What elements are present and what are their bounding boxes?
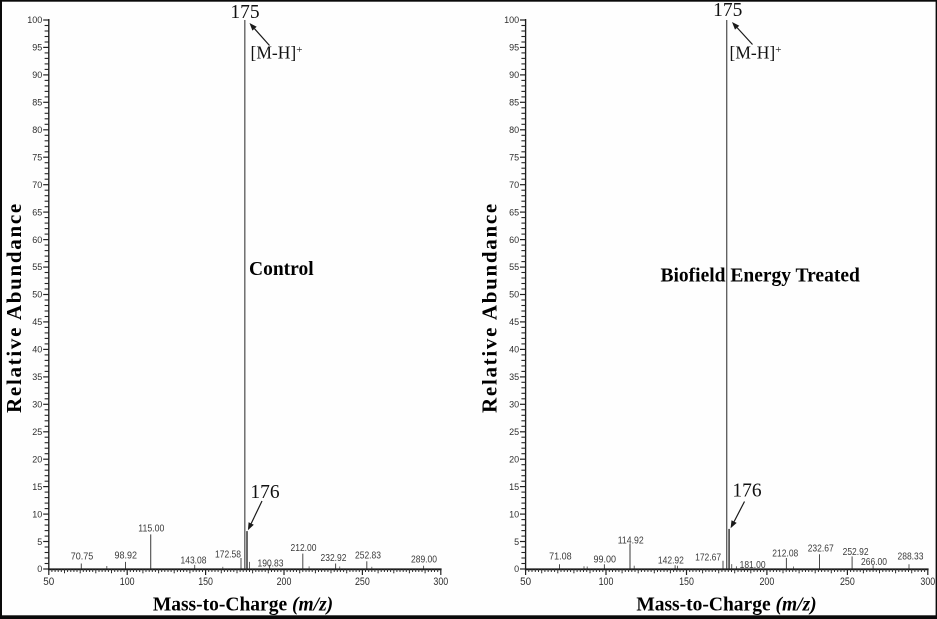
svg-text:143.08: 143.08 [181,556,207,567]
svg-text:15: 15 [509,482,519,492]
svg-text:85: 85 [32,98,42,108]
svg-text:70: 70 [509,180,519,190]
svg-text:0: 0 [37,564,42,574]
svg-text:99.00: 99.00 [594,555,617,566]
svg-text:212.08: 212.08 [772,549,798,560]
svg-text:Relative Abundance: Relative Abundance [2,202,26,413]
svg-text:172.58: 172.58 [215,550,241,561]
svg-text:20: 20 [32,454,42,464]
svg-text:35: 35 [509,372,519,382]
svg-text:65: 65 [509,207,519,217]
svg-text:60: 60 [509,235,519,245]
svg-text:80: 80 [509,125,519,135]
svg-text:252.83: 252.83 [355,551,381,562]
svg-text:80: 80 [32,125,42,135]
svg-text:172.67: 172.67 [695,553,721,564]
svg-text:70: 70 [32,180,42,190]
svg-text:30: 30 [32,400,42,410]
svg-text:50: 50 [43,576,54,588]
svg-text:115.00: 115.00 [138,524,164,535]
svg-text:71.08: 71.08 [549,552,572,563]
svg-text:212.00: 212.00 [291,543,317,554]
svg-text:266.00: 266.00 [861,557,887,568]
svg-text:232.67: 232.67 [808,544,834,555]
svg-text:98.92: 98.92 [115,551,138,562]
svg-text:175: 175 [713,0,742,21]
svg-text:55: 55 [509,262,519,272]
svg-text:5: 5 [514,537,519,547]
svg-text:250: 250 [355,576,370,588]
svg-text:90: 90 [509,70,519,80]
svg-text:Mass-to-Charge (m/z): Mass-to-Charge (m/z) [153,595,333,616]
svg-text:15: 15 [32,482,42,492]
svg-text:75: 75 [509,152,519,162]
svg-text:40: 40 [32,345,42,355]
svg-text:100: 100 [120,576,135,588]
svg-text:45: 45 [509,317,519,327]
svg-text:200: 200 [760,576,775,588]
svg-text:150: 150 [198,576,213,588]
svg-text:90: 90 [32,70,42,80]
svg-text:142.92: 142.92 [658,556,684,567]
svg-text:5: 5 [37,537,42,547]
svg-text:190.83: 190.83 [258,559,284,570]
svg-text:176: 176 [250,482,280,503]
svg-text:25: 25 [32,427,42,437]
svg-text:40: 40 [509,345,519,355]
svg-text:250: 250 [840,576,855,588]
svg-text:300: 300 [433,576,448,588]
svg-text:114.92: 114.92 [618,536,644,547]
svg-text:10: 10 [32,509,42,519]
svg-text:289.00: 289.00 [411,555,437,566]
svg-text:25: 25 [509,427,519,437]
svg-text:232.92: 232.92 [321,553,347,564]
svg-text:60: 60 [32,235,42,245]
svg-text:[M-H]+: [M-H]+ [730,43,782,63]
svg-text:252.92: 252.92 [843,547,869,558]
svg-text:10: 10 [509,509,519,519]
svg-text:175: 175 [230,2,259,23]
svg-text:200: 200 [277,576,292,588]
svg-text:100: 100 [27,15,42,25]
svg-text:70.75: 70.75 [71,552,94,563]
svg-text:150: 150 [679,576,694,588]
svg-text:Mass-to-Charge (m/z): Mass-to-Charge (m/z) [636,595,816,616]
svg-text:75: 75 [32,152,42,162]
svg-text:[M-H]+: [M-H]+ [251,43,303,63]
svg-text:300: 300 [920,576,935,588]
svg-text:50: 50 [32,290,42,300]
svg-text:Control: Control [249,259,314,280]
svg-text:100: 100 [599,576,614,588]
svg-text:50: 50 [520,576,531,588]
svg-text:30: 30 [509,400,519,410]
svg-text:35: 35 [32,372,42,382]
svg-text:100: 100 [504,15,519,25]
svg-text:181.00: 181.00 [740,560,766,571]
svg-text:176: 176 [732,481,762,502]
svg-text:95: 95 [32,43,42,53]
svg-text:55: 55 [32,262,42,272]
svg-text:Relative Abundance: Relative Abundance [478,202,502,413]
svg-text:20: 20 [509,454,519,464]
svg-text:65: 65 [32,207,42,217]
svg-text:85: 85 [509,98,519,108]
svg-text:45: 45 [32,317,42,327]
svg-text:Biofield Energy Treated: Biofield Energy Treated [661,266,860,287]
svg-text:95: 95 [509,43,519,53]
svg-text:0: 0 [514,564,519,574]
svg-text:50: 50 [509,290,519,300]
svg-text:288.33: 288.33 [898,552,924,563]
